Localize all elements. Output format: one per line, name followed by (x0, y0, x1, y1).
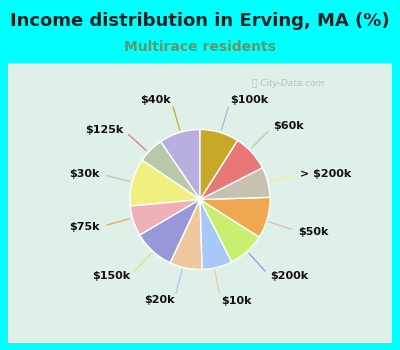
Wedge shape (200, 197, 270, 237)
Text: $150k: $150k (92, 271, 130, 281)
Wedge shape (161, 130, 200, 200)
Wedge shape (170, 199, 202, 270)
Text: $100k: $100k (230, 96, 268, 105)
Text: Income distribution in Erving, MA (%): Income distribution in Erving, MA (%) (10, 12, 390, 30)
Text: $20k: $20k (144, 295, 174, 305)
Text: $50k: $50k (298, 226, 329, 237)
Wedge shape (200, 130, 238, 200)
Wedge shape (142, 142, 200, 199)
Wedge shape (140, 199, 200, 263)
FancyBboxPatch shape (8, 63, 392, 343)
Wedge shape (200, 140, 262, 199)
Text: Multirace residents: Multirace residents (124, 40, 276, 54)
Wedge shape (200, 199, 259, 262)
Text: ⓘ City-Data.com: ⓘ City-Data.com (252, 79, 324, 89)
Text: $60k: $60k (273, 121, 304, 131)
Text: > $200k: > $200k (300, 169, 352, 179)
Text: $75k: $75k (70, 222, 100, 232)
Wedge shape (130, 199, 200, 235)
Wedge shape (200, 168, 270, 200)
Text: $200k: $200k (270, 271, 308, 281)
Text: $125k: $125k (85, 125, 123, 135)
Text: $30k: $30k (69, 169, 100, 179)
Wedge shape (130, 160, 200, 206)
Wedge shape (200, 199, 232, 270)
Text: $40k: $40k (140, 95, 171, 105)
Text: $10k: $10k (221, 296, 252, 306)
